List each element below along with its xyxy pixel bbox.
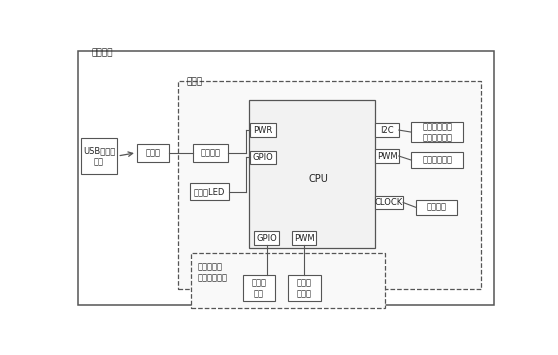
Text: CLOCK: CLOCK xyxy=(375,198,403,207)
Bar xyxy=(249,123,276,137)
Text: GPIO: GPIO xyxy=(252,153,273,162)
Text: 主控板: 主控板 xyxy=(186,77,203,86)
Bar xyxy=(411,152,463,168)
Bar xyxy=(292,231,316,245)
Text: 雾化器
接头: 雾化器 接头 xyxy=(252,278,267,298)
Bar xyxy=(416,200,457,215)
Text: 开关、LED: 开关、LED xyxy=(194,187,225,196)
Bar xyxy=(375,149,399,163)
Bar xyxy=(193,144,228,162)
Bar xyxy=(375,196,403,209)
Bar xyxy=(411,122,463,142)
Bar xyxy=(191,253,386,308)
Bar xyxy=(253,231,280,245)
Text: I2C: I2C xyxy=(380,126,394,135)
Bar xyxy=(249,100,374,248)
Text: 可拆卸二合
一非零功能头: 可拆卸二合 一非零功能头 xyxy=(198,263,227,283)
Text: PWR: PWR xyxy=(253,126,272,135)
Text: 肺功能
仪接头: 肺功能 仪接头 xyxy=(297,278,312,298)
Text: GPIO: GPIO xyxy=(256,234,277,242)
Text: CPU: CPU xyxy=(309,174,328,184)
Bar xyxy=(249,151,276,164)
Bar xyxy=(375,123,399,137)
Text: 马达、蜂鸣器: 马达、蜂鸣器 xyxy=(422,155,453,165)
Bar xyxy=(80,138,117,174)
Text: 智能主机: 智能主机 xyxy=(92,49,113,58)
Text: PWM: PWM xyxy=(377,152,397,160)
Text: 电源模块: 电源模块 xyxy=(200,148,220,157)
Text: 存储、屏幕、
温湿度传感器: 存储、屏幕、 温湿度传感器 xyxy=(422,122,453,142)
Bar xyxy=(137,144,169,162)
Text: PWM: PWM xyxy=(294,234,315,242)
Bar xyxy=(190,184,229,200)
Bar xyxy=(288,275,320,301)
Bar xyxy=(178,81,480,289)
Text: USB适配器
充电: USB适配器 充电 xyxy=(83,146,115,166)
Text: 锂电池: 锂电池 xyxy=(146,148,161,157)
Bar xyxy=(243,275,275,301)
Text: 晶体晶振: 晶体晶振 xyxy=(426,203,446,212)
